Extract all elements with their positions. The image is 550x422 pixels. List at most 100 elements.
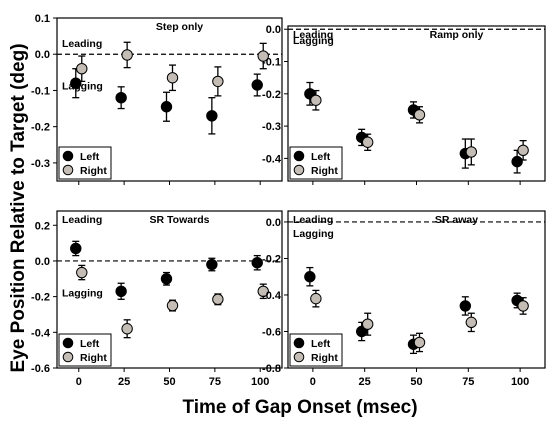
series-right [310,89,529,166]
series-left [304,81,523,174]
data-point-left [70,77,82,89]
data-point-left [251,257,263,269]
x-tick-label: 25 [359,376,371,388]
data-point-left [251,79,263,91]
data-point-right [121,323,133,335]
legend-marker-right [293,164,305,176]
data-point-right [212,293,224,306]
legend-marker-left [293,150,305,162]
lagging-annotation: Lagging [62,80,103,92]
y-tick-label: 0.2 [35,220,50,232]
data-point-left [206,258,218,271]
data-point-left [115,91,127,104]
data-point-right [257,285,269,297]
y-tick-label: -0.6 [31,363,50,375]
y-tick-label: -0.2 [31,292,50,304]
data-point-left [206,110,218,122]
x-tick-label: 50 [163,376,175,388]
legend-marker-left [62,337,74,349]
y-tick-label: -0.8 [262,363,281,375]
data-point-left [355,325,368,338]
data-point-right [212,75,224,88]
y-tick-label: 0.0 [266,217,281,229]
data-point-right [361,318,374,330]
data-point-left [160,101,173,113]
leading-annotation: Leading [62,38,102,50]
series-right [76,41,269,97]
x-tick-label: 0 [76,376,82,388]
data-point-right [361,136,374,148]
series-right [310,289,529,353]
data-point-left [160,273,173,285]
y-tick-label: -0.1 [262,57,281,69]
data-point-right [121,49,133,61]
legend-marker-right [293,351,305,363]
x-tick-label: 75 [209,376,221,388]
panel-title: SR Towards [150,214,210,226]
series-left [70,68,263,135]
data-point-right [465,146,478,158]
legend-marker-right [62,351,74,363]
y-tick-label: -0.4 [31,327,51,339]
y-tick-label: 0.1 [35,13,50,25]
series-right [76,264,269,339]
legend-label-left: Left [311,338,331,350]
data-point-right [310,94,322,106]
legend-label-left: Left [311,151,331,163]
data-point-right [257,50,269,62]
data-point-left [70,242,82,255]
data-point-right [413,336,426,349]
leading-annotation: Leading [293,29,333,41]
x-tick-label: 0 [310,376,316,388]
x-tick-label: 100 [511,376,529,388]
y-tick-label: -0.3 [31,158,50,170]
y-tick-label: -0.4 [262,290,282,302]
leading-annotation: Leading [293,214,333,226]
legend-marker-right [62,164,74,176]
legend-label-right: Right [311,352,338,364]
y-tick-label: -0.4 [262,153,282,165]
legend-label-left: Left [80,338,100,350]
chart-panel-step-only: 0.1 0.0 -0.1 -0.2 -0.3 Step only Leading Laggin… [31,13,283,185]
data-point-right [413,109,426,121]
data-point-left [115,285,127,297]
legend-label-right: Right [80,352,107,364]
y-tick-label: 0.0 [35,49,50,61]
series-left [70,240,263,300]
legend-label-left: Left [80,151,100,163]
data-point-right [517,144,529,157]
x-tick-label: 25 [118,376,130,388]
chart-panel-sr-away: 0.0 -0.2 -0.4 -0.6 -0.8 0 25 50 75 100 SR away Lead… [262,210,546,388]
panel-title: SR away [435,214,478,226]
y-tick-label: -0.6 [262,326,281,338]
x-tick-label: 75 [462,376,474,388]
lagging-annotation: Lagging [62,288,103,300]
y-axis-label: Eye Position Relative to Target (deg) [8,43,29,372]
data-point-right [76,63,88,75]
panel-title: Step only [156,21,203,33]
legend-marker-left [62,150,74,162]
y-tick-label: -0.2 [262,253,281,265]
y-tick-label: -0.3 [262,121,281,133]
y-tick-label: -0.1 [31,85,50,97]
y-tick-label: 0.0 [35,256,50,268]
data-point-right [517,300,529,312]
legend-label-right: Right [80,165,107,177]
y-tick-label: 0.0 [266,24,281,36]
lagging-annotation: Lagging [293,35,334,47]
y-tick-label: -0.2 [262,89,281,101]
x-axis-label: Time of Gap Onset (msec) [182,397,417,418]
data-point-left [304,271,316,283]
data-point-left [459,300,472,312]
legend-label-right: Right [311,165,338,177]
legend-marker-left [293,337,305,349]
panel-title: Ramp only [430,29,484,41]
chart-panel-sr-towards: 0.2 0.0 -0.2 -0.4 -0.6 0 25 50 75 100 SR Towards Le… [31,210,283,388]
y-tick-label: -0.2 [31,122,50,134]
data-point-right [76,266,88,279]
data-point-right [166,299,179,312]
data-point-right [166,72,179,84]
lagging-annotation: Lagging [293,228,334,240]
